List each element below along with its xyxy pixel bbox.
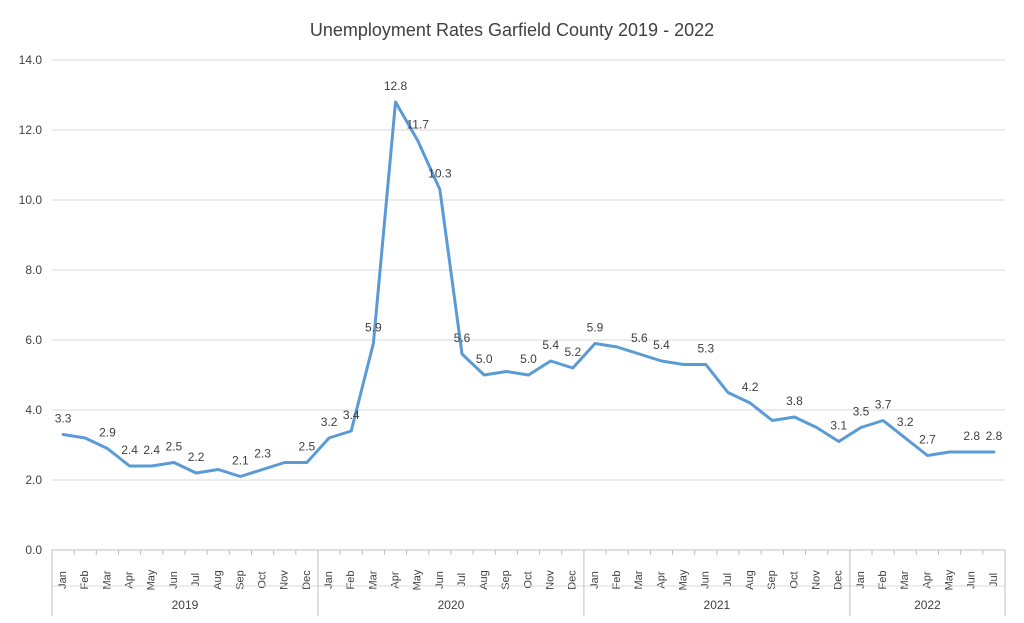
data-label: 3.7 (875, 398, 892, 412)
x-tick-label: Aug (212, 570, 224, 590)
data-label: 2.1 (232, 454, 249, 468)
x-tick-label: Jan (589, 571, 601, 589)
x-tick-label: Apr (389, 571, 401, 588)
data-label: 5.6 (454, 331, 471, 345)
x-tick-label: Nov (545, 570, 557, 590)
data-label: 3.8 (786, 394, 803, 408)
data-label: 10.3 (428, 167, 452, 181)
data-label: 2.5 (299, 440, 316, 454)
data-label: 3.4 (343, 408, 360, 422)
data-label: 3.2 (897, 415, 914, 429)
x-tick-label: Jun (966, 571, 978, 589)
y-tick-label: 8.0 (25, 263, 42, 277)
series-line-group (61, 100, 996, 478)
x-tick-label: Oct (522, 571, 534, 588)
x-tick-label: Oct (256, 571, 268, 588)
x-tick-label: Apr (123, 571, 135, 588)
x-tick-label: Apr (921, 571, 933, 588)
data-label: 5.6 (631, 331, 648, 345)
x-tick-label: Aug (744, 570, 756, 590)
data-label: 2.9 (99, 426, 116, 440)
data-label: 3.2 (321, 415, 338, 429)
year-group-label: 2021 (704, 598, 731, 612)
data-label: 3.1 (830, 419, 847, 433)
x-tick-label: Feb (79, 571, 91, 590)
data-label: 5.4 (542, 338, 559, 352)
data-label: 2.4 (121, 443, 138, 457)
data-label: 2.5 (166, 440, 183, 454)
year-group-label: 2022 (914, 598, 941, 612)
x-tick-label: Jul (456, 573, 468, 587)
x-tick-label: Mar (899, 570, 911, 589)
gridlines (52, 59, 1005, 551)
data-label: 3.3 (55, 412, 72, 426)
y-tick-label: 2.0 (25, 473, 42, 487)
x-tick-label: May (412, 569, 424, 590)
x-tick-label: Mar (101, 570, 113, 589)
x-tick-label: Nov (279, 570, 291, 590)
y-tick-label: 12.0 (19, 123, 43, 137)
data-label: 4.2 (742, 380, 759, 394)
data-labels: 3.3 2.9 2.4 2.4 2.5 2.2 2.1 2.3 2.5 3.2 3.4 5.9 12.8… (55, 79, 1003, 468)
x-tick-label: Sep (766, 570, 778, 590)
data-label: 11.7 (406, 118, 429, 132)
x-tick-label: Apr (655, 571, 667, 588)
x-tick-label: Sep (234, 570, 246, 590)
data-label: 5.4 (653, 338, 670, 352)
data-label: 3.5 (853, 405, 870, 419)
x-tick-label: Feb (611, 571, 623, 590)
x-tick-label: Feb (877, 571, 889, 590)
x-tick-label: Mar (367, 570, 379, 589)
x-tick-label: Oct (788, 571, 800, 588)
x-tick-label: May (943, 569, 955, 590)
x-tick-label: Jan (57, 571, 69, 589)
data-label: 5.9 (587, 321, 604, 335)
chart-title: Unemployment Rates Garfield County 2019 … (310, 20, 714, 40)
y-axis-ticks: 0.0 2.0 4.0 6.0 8.0 10.0 12.0 14.0 (19, 53, 43, 557)
x-tick-label: Sep (500, 570, 512, 590)
x-tick-label: Dec (567, 570, 579, 590)
x-tick-label: Nov (811, 570, 823, 590)
series-line (61, 100, 996, 478)
x-tick-label: Jul (988, 573, 1000, 587)
data-label: 5.0 (476, 352, 493, 366)
data-label: 2.4 (143, 443, 160, 457)
data-label: 2.3 (254, 447, 271, 461)
x-tick-label: Jan (855, 571, 867, 589)
x-tick-label: Dec (833, 570, 845, 590)
data-label: 5.3 (697, 342, 714, 356)
x-tick-label: Jul (722, 573, 734, 587)
x-tick-label: Dec (301, 570, 313, 590)
x-axis: Jan Feb Mar Apr May Jun Jul Aug Sep Oct Nov Dec Jan F… (51, 550, 1006, 616)
year-group-label: 2019 (172, 598, 199, 612)
y-tick-label: 4.0 (25, 403, 42, 417)
y-tick-label: 10.0 (19, 193, 43, 207)
x-tick-label: Jun (700, 571, 712, 589)
x-tick-label: Aug (478, 570, 490, 590)
data-label: 2.8 (986, 429, 1003, 443)
x-tick-label: Jan (323, 571, 335, 589)
x-tick-label: Feb (345, 571, 357, 590)
data-label: 12.8 (384, 79, 408, 93)
x-tick-label: Jul (190, 573, 202, 587)
data-label: 2.7 (919, 433, 936, 447)
x-tick-label: Mar (633, 570, 645, 589)
y-tick-label: 0.0 (25, 543, 42, 557)
y-tick-label: 6.0 (25, 333, 42, 347)
data-label: 5.0 (520, 352, 537, 366)
x-tick-label: May (146, 569, 158, 590)
data-label: 2.8 (963, 429, 980, 443)
y-tick-label: 14.0 (19, 53, 43, 67)
x-tick-label: Jun (168, 571, 180, 589)
x-tick-label: May (678, 569, 690, 590)
data-label: 5.9 (365, 321, 382, 335)
data-label: 2.2 (188, 450, 205, 464)
data-label: 5.2 (564, 345, 581, 359)
year-group-label: 2020 (438, 598, 465, 612)
x-tick-label: Jun (434, 571, 446, 589)
